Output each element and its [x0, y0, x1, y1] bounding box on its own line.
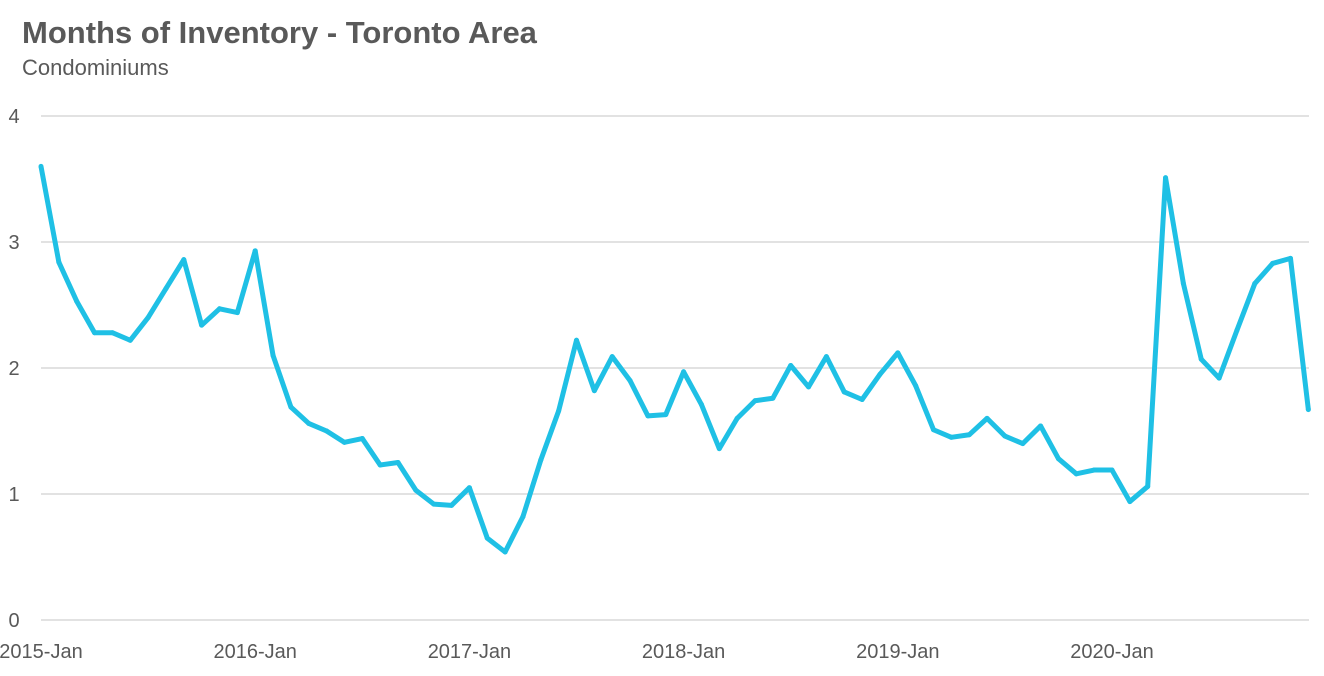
data-point — [913, 383, 919, 389]
data-point — [698, 402, 704, 408]
data-point — [466, 485, 472, 491]
data-point — [1252, 281, 1258, 287]
data-point — [627, 378, 633, 384]
data-point — [645, 413, 651, 419]
data-point — [1109, 467, 1115, 473]
x-tick-label: 2016-Jan — [213, 641, 296, 663]
y-tick-label: 2 — [8, 358, 19, 380]
data-point — [538, 457, 544, 463]
series-line — [38, 165, 1311, 555]
x-tick-label: 2017-Jan — [428, 641, 511, 663]
data-point — [1198, 356, 1204, 362]
data-point — [484, 535, 490, 541]
data-point — [681, 369, 687, 375]
y-tick-label: 1 — [8, 484, 19, 506]
data-point — [1020, 441, 1026, 447]
data-point — [788, 362, 794, 368]
data-point — [823, 354, 829, 360]
data-point — [1002, 433, 1008, 439]
chart-subtitle: Condominiums — [22, 55, 169, 80]
data-point — [556, 408, 562, 414]
data-point — [1270, 260, 1276, 266]
data-point — [1091, 467, 1097, 473]
data-point — [770, 395, 776, 401]
data-point — [663, 412, 669, 418]
data-point — [716, 446, 722, 452]
x-tick-label: 2019-Jan — [856, 641, 939, 663]
x-tick-label: 2020-Jan — [1070, 641, 1153, 663]
data-point — [395, 460, 401, 465]
x-tick-label: 2015-Jan — [0, 641, 83, 663]
data-point — [38, 163, 44, 169]
data-point — [341, 439, 347, 445]
data-point — [966, 432, 972, 438]
data-point — [877, 371, 883, 377]
data-point — [413, 487, 419, 493]
data-point — [74, 298, 80, 304]
data-point — [984, 415, 990, 421]
data-point — [1073, 471, 1079, 477]
data-point — [145, 315, 151, 321]
data-point — [609, 354, 615, 360]
data-point — [1055, 456, 1061, 462]
data-point — [1216, 375, 1222, 381]
data-point — [109, 330, 115, 336]
data-point — [1163, 175, 1169, 181]
data-point — [56, 259, 62, 265]
data-point — [1180, 281, 1186, 287]
data-point — [92, 330, 98, 336]
data-point — [948, 434, 954, 440]
data-point — [1305, 407, 1311, 413]
data-point — [859, 397, 865, 402]
data-point — [252, 248, 258, 254]
data-point — [431, 501, 437, 507]
data-point — [502, 549, 508, 555]
y-tick-label: 4 — [8, 106, 19, 128]
y-tick-label: 3 — [8, 232, 19, 254]
data-point — [1234, 327, 1240, 333]
data-point — [288, 404, 294, 410]
data-point — [841, 389, 847, 395]
data-point — [181, 257, 187, 263]
data-point — [1288, 255, 1293, 261]
data-point — [806, 384, 812, 390]
data-point — [377, 462, 383, 468]
data-point — [270, 352, 276, 358]
data-point — [234, 310, 240, 316]
y-tick-label: 0 — [8, 610, 19, 632]
data-point — [163, 286, 169, 292]
chart-title: Months of Inventory - Toronto Area — [22, 15, 537, 50]
data-point — [591, 388, 597, 394]
data-point — [217, 306, 222, 312]
data-point — [324, 428, 330, 434]
data-point — [359, 436, 365, 442]
data-point — [752, 398, 758, 404]
data-point — [127, 337, 133, 343]
data-point — [1127, 499, 1133, 505]
data-point — [449, 502, 455, 508]
data-point — [1038, 423, 1044, 429]
data-point — [306, 420, 312, 426]
data-point — [1145, 483, 1151, 489]
data-point — [574, 337, 579, 343]
data-point — [895, 350, 901, 356]
data-point — [734, 415, 740, 421]
data-point — [520, 514, 526, 520]
data-point — [931, 427, 936, 433]
data-point — [199, 322, 205, 328]
x-tick-label: 2018-Jan — [642, 641, 725, 663]
